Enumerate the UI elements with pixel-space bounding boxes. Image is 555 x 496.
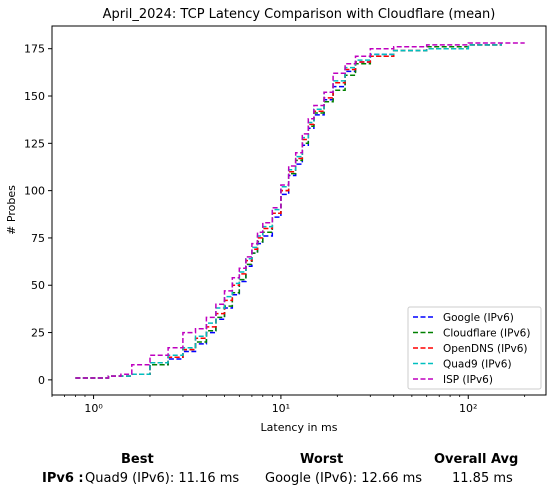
legend-label: Google (IPv6) — [443, 312, 514, 324]
summary-best-value: Quad9 (IPv6): 11.16 ms — [85, 471, 240, 486]
legend-label: ISP (IPv6) — [443, 374, 493, 386]
x-tick-label: 10¹ — [272, 402, 290, 415]
y-tick-label: 100 — [24, 185, 45, 198]
legend: Google (IPv6) Cloudflare (IPv6) OpenDNS (I… — [407, 306, 542, 390]
series-layer — [75, 42, 525, 379]
summary-avg-header: Overall Avg — [434, 452, 519, 467]
axes-layer: 0 25 50 75 100 125 150 175 10⁰ 10¹ 10² — [24, 43, 526, 415]
latency-cdf-chart: April_2024: TCP Latency Comparison with … — [5, 7, 547, 434]
legend-label: Cloudflare (IPv6) — [443, 328, 530, 340]
y-tick-label: 0 — [38, 374, 45, 387]
y-tick-label: 25 — [31, 327, 45, 340]
y-tick-label: 75 — [31, 232, 45, 245]
series-line-isp-ipv6 — [75, 42, 525, 379]
legend-label: Quad9 (IPv6) — [443, 359, 512, 371]
y-axis-label: # Probes — [5, 185, 18, 235]
y-tick-label: 175 — [24, 43, 45, 56]
plot-frame — [51, 25, 547, 396]
summary-worst-value: Google (IPv6): 12.66 ms — [265, 471, 423, 486]
x-tick-label: 10² — [459, 402, 477, 415]
legend-box — [407, 306, 542, 390]
y-tick-label: 125 — [24, 137, 45, 150]
legend-label: OpenDNS (IPv6) — [443, 343, 528, 355]
chart-title: April_2024: TCP Latency Comparison with … — [103, 7, 496, 22]
summary-avg-value: 11.85 ms — [452, 471, 513, 486]
y-tick-label: 150 — [24, 90, 45, 103]
summary-worst-header: Worst — [300, 452, 344, 467]
y-tick-label: 50 — [31, 279, 45, 292]
summary-row-label: IPv6 : — [42, 471, 84, 486]
x-axis-label: Latency in ms — [261, 421, 338, 434]
x-tick-label: 10⁰ — [84, 402, 103, 415]
summary-best-header: Best — [121, 452, 154, 467]
